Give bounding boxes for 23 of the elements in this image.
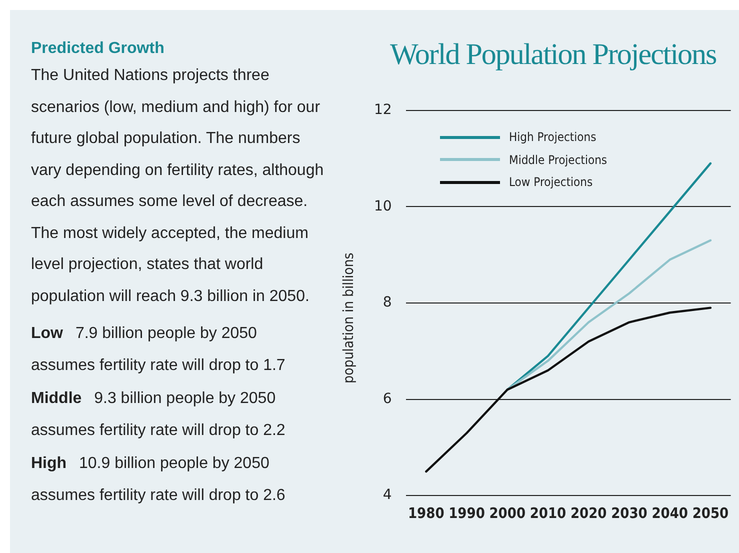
- y-axis-title: population in billions: [341, 252, 357, 384]
- x-tick-label: 2010: [530, 506, 566, 522]
- x-tick-label: 2020: [570, 506, 607, 522]
- x-tick-label: 2030: [611, 506, 648, 522]
- x-tick-label: 1980: [408, 506, 444, 522]
- text: High 10.9 billion people by 2050 assumes fertility rate will drop to 2.6: [31, 454, 286, 506]
- x-tick-label: 2050: [692, 506, 729, 522]
- y-tick-label: 10: [374, 198, 392, 214]
- x-tick-label: 2040: [652, 506, 688, 522]
- y-tick-label: 6: [382, 390, 392, 407]
- legend-label: Middle Projections: [508, 152, 608, 169]
- y-tick-label: 8: [382, 294, 392, 311]
- text: Middle 9.3 billion people by 2050 assumes fertility rate will drop to 2.2: [31, 389, 286, 440]
- chart-title: World Population Projections: [390, 38, 716, 72]
- y-tick-label: 12: [374, 102, 392, 118]
- text: Low 7.9 billion people by 2050 assumes fertility rate will drop to 1.7: [31, 324, 286, 376]
- x-tick-label: 2000: [489, 506, 526, 522]
- legend-label: Low Projections: [508, 174, 594, 192]
- text: Predicted Growth: [31, 39, 166, 59]
- text: The United Nations projects three scenarios (low, medium and high) for our future global population. The numbers vary depending on fertility rates, although each assumes some level of decrease. The most widely accepted, the medium level projection, states that world population will reach 9.3 billion in 2050.: [31, 66, 325, 306]
- legend-label: High Projections: [508, 129, 598, 146]
- x-tick-label: 1990: [448, 506, 485, 522]
- y-tick-label: 4: [382, 487, 392, 504]
